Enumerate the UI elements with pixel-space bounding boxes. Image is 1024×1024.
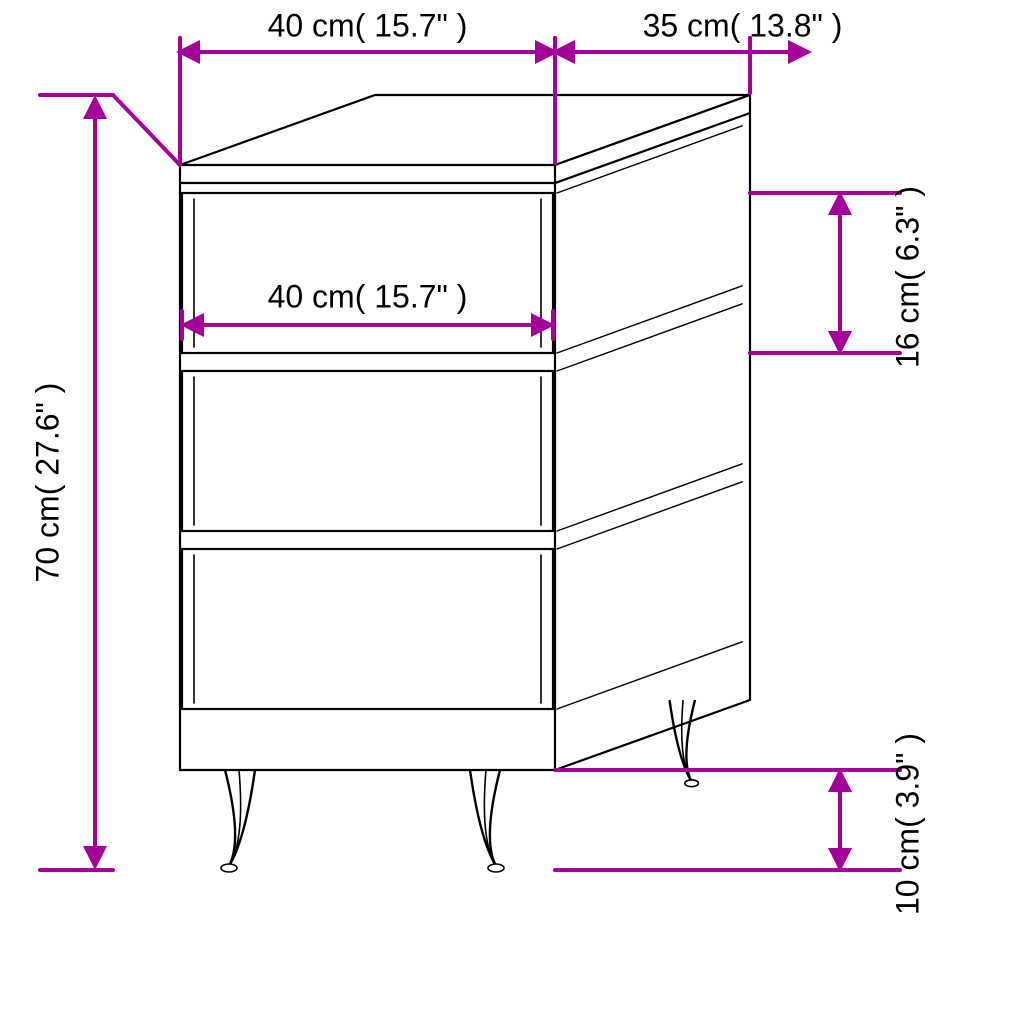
dim-leg-height-label: 10 cm( 3.9" ) [889,733,925,915]
hairpin-leg [470,770,504,872]
hairpin-leg [670,700,699,787]
drawer-front [182,371,553,531]
dim-height-label: 70 cm( 27.6" ) [29,383,65,583]
drawer-front [182,193,553,353]
dim-depth-label: 35 cm( 13.8" ) [643,7,843,43]
hairpin-leg [221,770,255,872]
drawer-front [182,549,553,709]
dim-drawer-height-label: 16 cm( 6.3" ) [889,186,925,368]
dim-drawer-width-label: 40 cm( 15.7" ) [268,278,468,314]
dim-width-label: 40 cm( 15.7" ) [268,7,468,43]
cabinet [180,95,750,872]
